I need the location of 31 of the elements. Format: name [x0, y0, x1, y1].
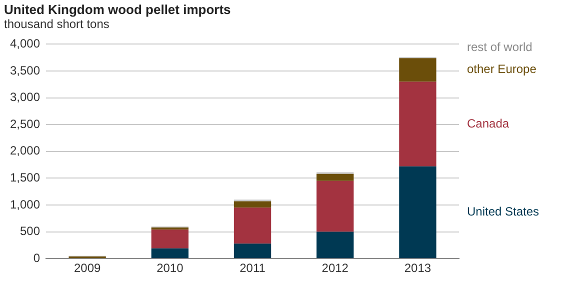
- bar: [316, 180, 354, 232]
- x-tick-label: 2010: [156, 261, 184, 276]
- bar: [399, 58, 436, 82]
- y-tick-label: 3,000: [10, 90, 40, 104]
- bar: [316, 232, 354, 258]
- y-tick-label: 500: [20, 224, 40, 238]
- x-tick-label: 2013: [404, 261, 432, 276]
- text: Canada: [467, 116, 510, 130]
- bar: [316, 174, 354, 181]
- bar: [151, 248, 189, 258]
- bar: [399, 82, 436, 166]
- text: rest of world: [467, 40, 532, 54]
- chart-title: United Kingdom wood pellet imports: [4, 2, 232, 17]
- x-tick-label: 2012: [322, 261, 349, 276]
- chart-subtitle: thousand short tons: [4, 17, 110, 31]
- x-tick-label: 2011: [240, 261, 266, 276]
- y-tick-label: 1,000: [10, 197, 40, 212]
- x-tick-label: 2009: [74, 261, 101, 276]
- text: United States: [467, 204, 540, 219]
- bar: [399, 166, 436, 258]
- y-tick-label: 1,500: [10, 170, 40, 185]
- bar: [234, 208, 272, 244]
- y-tick-label: 4,000: [10, 36, 40, 51]
- y-tick-label: 2,000: [10, 144, 40, 158]
- bar: [151, 230, 189, 248]
- bar: [234, 201, 272, 208]
- text: other Europe: [467, 62, 537, 76]
- y-tick-label: 2,500: [10, 116, 40, 131]
- bar: [234, 244, 272, 258]
- y-tick-label: 0: [33, 250, 40, 265]
- y-tick-label: 3,500: [10, 63, 40, 78]
